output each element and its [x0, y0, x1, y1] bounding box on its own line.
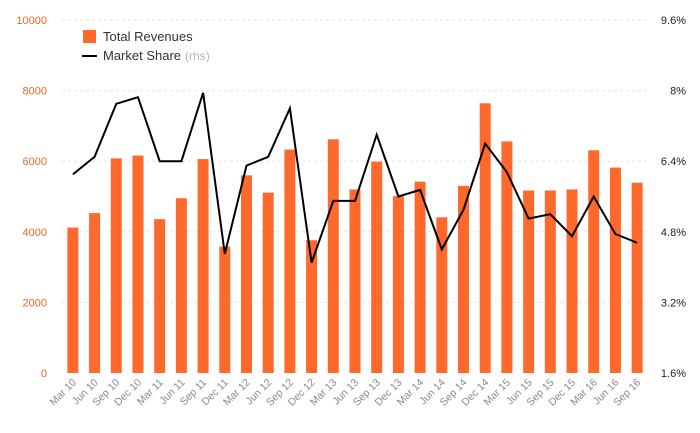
- revenue-bar: [588, 150, 600, 373]
- left-y-axis: 0 2000 4000 6000 8000 10000: [16, 15, 47, 380]
- revenue-bar: [306, 240, 318, 373]
- legend-line-label: Market Share (rhs): [103, 48, 210, 63]
- market-share-line-layer: [72, 92, 638, 264]
- revenue-bar: [175, 198, 187, 373]
- right-y-axis: 1.6% 3.2% 4.8% 6.4% 8% 9.6%: [661, 15, 686, 380]
- legend-line-label-text: Market Share: [103, 48, 181, 63]
- right-tick-label: 1.6%: [661, 368, 686, 380]
- revenue-bar: [154, 219, 166, 373]
- revenue-bar: [89, 213, 101, 373]
- revenue-bars: [67, 103, 643, 374]
- revenue-bar: [349, 189, 361, 373]
- left-tick-label: 4000: [23, 227, 47, 239]
- left-tick-label: 6000: [23, 156, 47, 168]
- right-tick-label: 9.6%: [661, 15, 686, 27]
- revenue-bar: [219, 246, 231, 373]
- left-tick-label: 0: [41, 368, 47, 380]
- revenue-bar: [67, 227, 79, 373]
- revenue-bar: [110, 158, 122, 373]
- revenue-bar: [197, 159, 209, 373]
- revenue-bar: [327, 139, 339, 373]
- revenue-bar: [371, 161, 383, 373]
- revenue-bar: [523, 190, 535, 373]
- revenue-bar: [132, 155, 144, 373]
- left-tick-label: 2000: [23, 297, 47, 309]
- left-tick-label: 10000: [16, 15, 47, 27]
- revenue-bar: [566, 189, 578, 373]
- revenue-bar: [501, 141, 513, 373]
- legend: Total Revenues Market Share (rhs): [82, 29, 210, 63]
- right-tick-label: 4.8%: [661, 227, 686, 239]
- right-tick-label: 3.2%: [661, 297, 686, 309]
- revenue-bar: [284, 149, 296, 373]
- revenue-bar: [609, 167, 621, 373]
- legend-bar-swatch: [83, 30, 96, 43]
- legend-bar-label: Total Revenues: [103, 29, 193, 44]
- right-tick-label: 8%: [670, 86, 686, 98]
- right-tick-label: 6.4%: [661, 156, 686, 168]
- revenue-bar: [436, 217, 448, 373]
- legend-line-note: (rhs): [185, 49, 210, 63]
- revenue-bar: [262, 192, 274, 373]
- revenue-bar: [414, 181, 426, 373]
- revenue-bar: [240, 175, 252, 373]
- revenue-bar: [392, 196, 404, 373]
- revenue-bar: [479, 103, 491, 374]
- revenue-bar: [631, 182, 643, 373]
- market-share-line: [72, 92, 638, 264]
- left-tick-label: 8000: [23, 86, 47, 98]
- revenue-bar: [458, 185, 470, 373]
- revenue-bar: [544, 190, 556, 373]
